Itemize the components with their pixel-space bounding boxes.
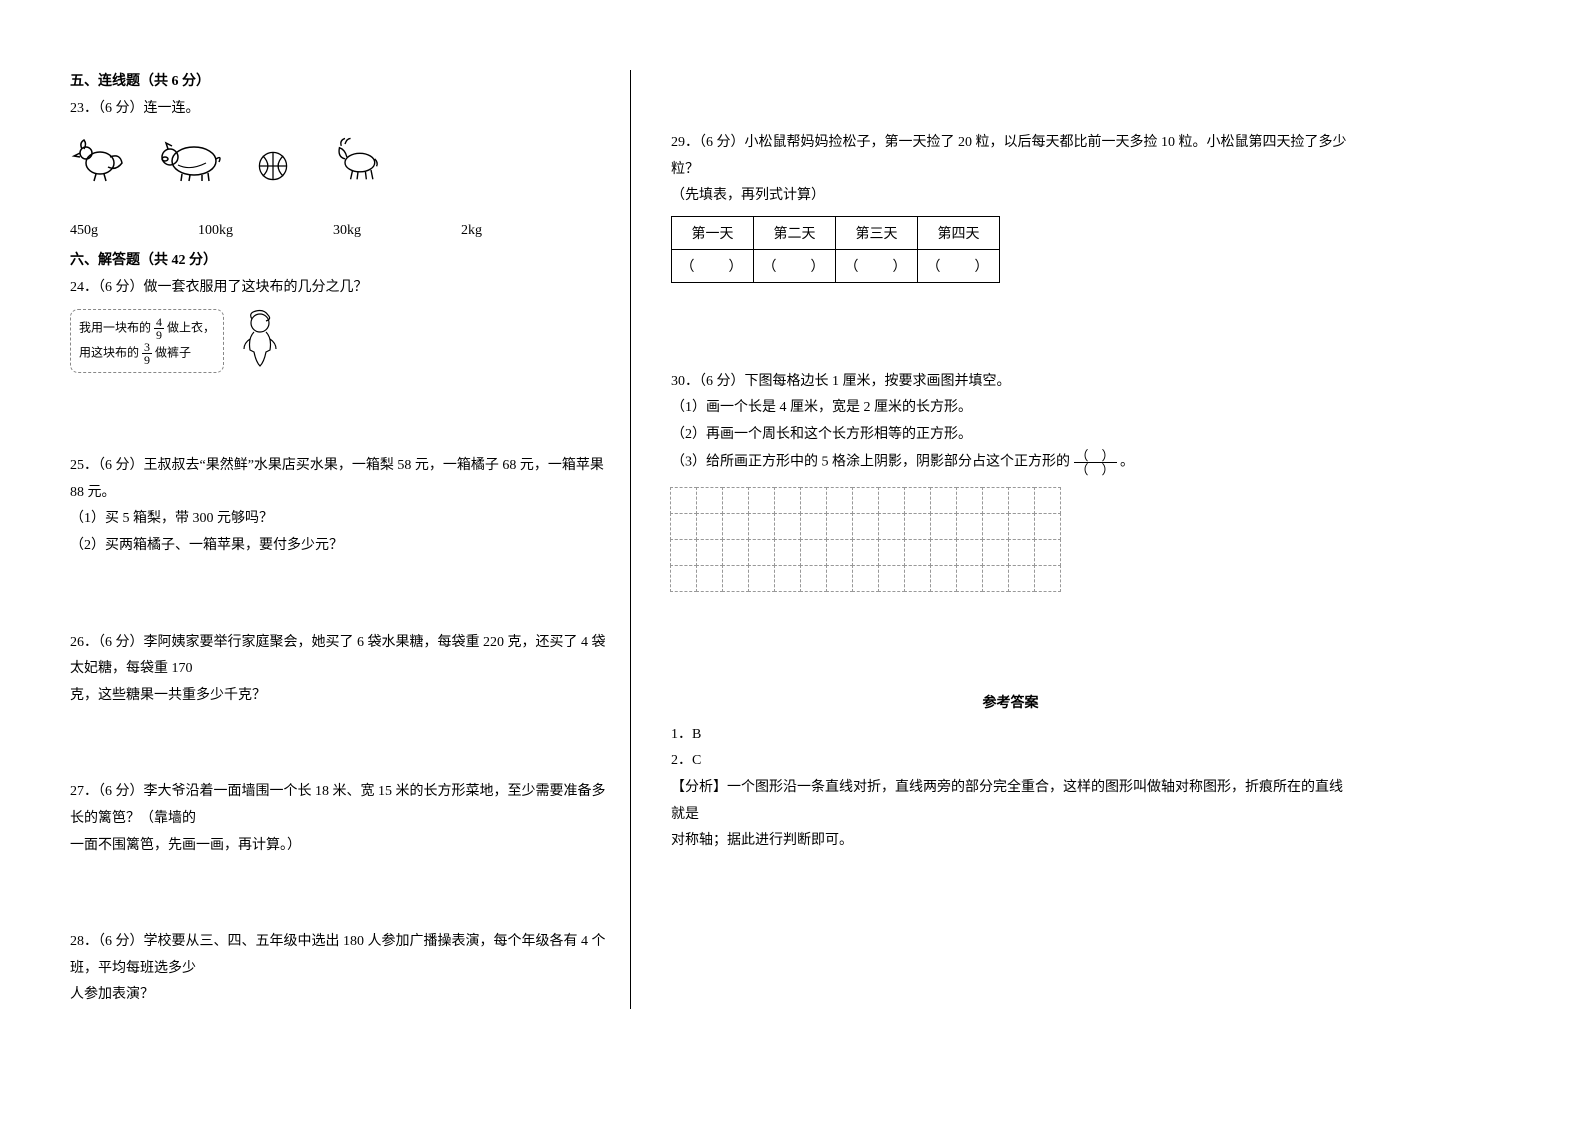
left-column: 五、连线题（共 6 分） 23．（6 分）连一连。	[70, 70, 630, 1009]
q29-h1: 第二天	[754, 216, 836, 249]
weight-2: 30kg	[333, 223, 361, 239]
q29-h2: 第三天	[836, 216, 918, 249]
q29-b1: （ ）	[754, 249, 836, 282]
q29-b3: （ ）	[918, 249, 1000, 282]
q29-table: 第一天 第二天 第三天 第四天 （ ） （ ） （ ） （ ）	[671, 216, 1000, 283]
pig-icon	[156, 131, 226, 183]
section-5-title: 五、连线题（共 6 分）	[70, 70, 610, 90]
person-icon	[230, 309, 290, 373]
q26-l1: 26．（6 分）李阿姨家要举行家庭聚会，她买了 6 袋水果糖，每袋重 220 克…	[70, 630, 610, 683]
right-column: 29．（6 分）小松鼠帮妈妈捡松子，第一天捡了 20 粒，以后每天都比前一天多捡…	[630, 70, 1350, 1009]
q28-l2: 人参加表演？	[70, 982, 610, 1009]
q24-b1a: 我用一块布的	[79, 320, 151, 334]
q30-grid	[671, 488, 1350, 592]
ans-1: 1．B	[671, 722, 1350, 749]
q25-l2: （1）买 5 箱梨，带 300 元够吗？	[70, 506, 610, 533]
q30-l3: （2）再画一个周长和这个长方形相等的正方形。	[671, 422, 1350, 449]
q29-b2: （ ）	[836, 249, 918, 282]
weight-1: 100kg	[198, 223, 233, 239]
weight-3: 2kg	[461, 223, 482, 239]
section-6-title: 六、解答题（共 42 分）	[70, 249, 610, 269]
q29-b0: （ ）	[672, 249, 754, 282]
q30-l4b: 。	[1120, 454, 1134, 469]
q23-weights: 450g 100kg 30kg 2kg	[70, 223, 610, 239]
answers-title: 参考答案	[671, 692, 1350, 712]
table-row: 第一天 第二天 第三天 第四天	[672, 216, 1000, 249]
basketball-icon	[256, 149, 290, 183]
table-row: （ ） （ ） （ ） （ ）	[672, 249, 1000, 282]
q28-l1: 28．（6 分）学校要从三、四、五年级中选出 180 人参加广播操表演，每个年级…	[70, 929, 610, 982]
q29-l1: 29．（6 分）小松鼠帮妈妈捡松子，第一天捡了 20 粒，以后每天都比前一天多捡…	[671, 130, 1350, 183]
weight-0: 450g	[70, 223, 98, 239]
q23-prompt: 23．（6 分）连一连。	[70, 96, 610, 123]
q30-l1: 30．（6 分）下图每格边长 1 厘米，按要求画图并填空。	[671, 369, 1350, 396]
q24-b2b: 做裤子	[155, 345, 191, 359]
q24-figure: 我用一块布的 49 做上衣， 用这块布的 39 做裤子	[70, 309, 610, 377]
q29-h0: 第一天	[672, 216, 754, 249]
q24-b1b: 做上衣，	[167, 320, 215, 334]
page: 五、连线题（共 6 分） 23．（6 分）连一连。	[0, 0, 1588, 1049]
q25-l3: （2）买两箱橘子、一箱苹果，要付多少元？	[70, 533, 610, 560]
q26-l2: 克，这些糖果一共重多少千克？	[70, 683, 610, 710]
q30-l4a: （3）给所画正方形中的 5 格涂上阴影，阴影部分占这个正方形的	[671, 454, 1070, 469]
q30-l2: （1）画一个长是 4 厘米，宽是 2 厘米的长方形。	[671, 395, 1350, 422]
q29-h3: 第四天	[918, 216, 1000, 249]
q25-l1: 25．（6 分）王叔叔去“果然鲜”水果店买水果，一箱梨 58 元，一箱橘子 68…	[70, 453, 610, 506]
q30-blank-frac: （ ） （ ）	[1074, 449, 1117, 476]
q29-l2: （先填表，再列式计算）	[671, 183, 1350, 210]
q24-speech-bubble: 我用一块布的 49 做上衣， 用这块布的 39 做裤子	[70, 309, 224, 373]
q24-b2a: 用这块布的	[79, 345, 139, 359]
q30-l4: （3）给所画正方形中的 5 格涂上阴影，阴影部分占这个正方形的 （ ） （ ） …	[671, 449, 1350, 476]
ans-2: 2．C	[671, 748, 1350, 775]
q24-frac1: 49	[154, 316, 164, 341]
rooster-icon	[70, 131, 126, 183]
ans-4: 对称轴；据此进行判断即可。	[671, 828, 1350, 855]
q23-images	[70, 131, 610, 183]
q27-l2: 一面不围篱笆，先画一画，再计算。）	[70, 833, 610, 860]
ans-3: 【分析】一个图形沿一条直线对折，直线两旁的部分完全重合，这样的图形叫做轴对称图形…	[671, 775, 1350, 828]
q27-l1: 27．（6 分）李大爷沿着一面墙围一个长 18 米、宽 15 米的长方形菜地，至…	[70, 779, 610, 832]
q24-prompt: 24．（6 分）做一套衣服用了这块布的几分之几？	[70, 275, 610, 302]
q24-frac2: 39	[142, 341, 152, 366]
goat-icon	[330, 131, 386, 183]
